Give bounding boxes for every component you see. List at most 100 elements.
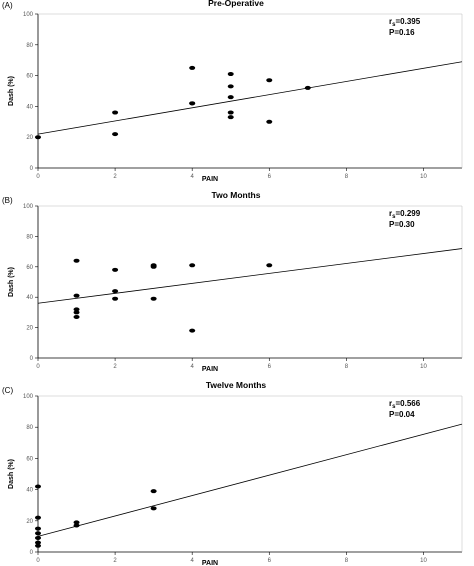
x-tick-label: 4 (191, 364, 195, 370)
data-point (189, 65, 196, 70)
y-tick-label: 0 (30, 356, 34, 362)
x-axis-label: PAIN (202, 176, 218, 183)
chart-title: Pre-Operative (208, 0, 264, 8)
x-tick-label: 10 (420, 174, 427, 180)
data-point (73, 258, 80, 263)
stat-r-prefix: r (389, 17, 392, 26)
stat-r-value: =0.395 (395, 17, 420, 26)
stat-r-value: =0.566 (395, 399, 420, 408)
data-point (73, 307, 80, 312)
data-point (227, 84, 234, 89)
y-tick-label: 100 (23, 204, 34, 210)
chart-panel-2: 0 20 40 60 80 100 0 2 4 6 8 10 Dash (%) PAIN (B) Two Mo… (2, 190, 463, 373)
data-point (227, 72, 234, 77)
data-point (112, 132, 119, 137)
data-point (150, 489, 157, 494)
x-tick-label: 4 (191, 558, 195, 564)
y-tick-label: 60 (26, 265, 33, 271)
data-point (150, 506, 157, 511)
y-tick-label: 20 (26, 519, 33, 525)
y-tick-label: 100 (23, 394, 34, 400)
y-tick-label: 80 (26, 234, 33, 240)
data-point (73, 523, 80, 528)
data-point (189, 101, 196, 106)
data-point (189, 328, 196, 333)
chart-title: Two Months (212, 190, 261, 200)
stat-r-value: =0.299 (395, 209, 420, 218)
y-axis-label: Dash (%) (8, 459, 15, 489)
x-tick-label: 6 (268, 174, 272, 180)
y-tick-label: 40 (26, 104, 33, 110)
stat-rs: rs=0.299 (389, 209, 421, 220)
y-tick-label: 40 (26, 488, 33, 494)
stat-r-subscript: s (392, 404, 396, 410)
stat-rs: rs=0.395 (389, 17, 421, 28)
x-tick-label: 6 (268, 364, 272, 370)
x-tick-label: 8 (345, 558, 349, 564)
data-point (227, 115, 234, 120)
x-tick-label: 2 (113, 558, 117, 564)
data-point (266, 263, 273, 268)
x-axis-label: PAIN (202, 560, 218, 566)
stat-r-subscript: s (392, 22, 396, 28)
stat-p: P=0.04 (389, 410, 415, 419)
x-tick-label: 0 (36, 558, 40, 564)
x-tick-label: 8 (345, 364, 349, 370)
data-point (73, 314, 80, 319)
data-point (35, 135, 41, 140)
fit-line (37, 61, 463, 135)
x-tick-label: 6 (268, 558, 272, 564)
x-tick-label: 2 (113, 364, 117, 370)
y-tick-label: 100 (23, 12, 34, 18)
y-tick-label: 60 (26, 74, 33, 80)
panel-label: (C) (2, 386, 13, 395)
data-point (35, 540, 41, 545)
y-axis-label: Dash (%) (8, 267, 15, 297)
stat-r-subscript: s (392, 214, 396, 220)
y-axis-label: Dash (%) (8, 76, 15, 106)
chart-panel-1: 0 20 40 60 80 100 0 2 4 6 8 10 Dash (%) PAIN (A) Pre-Op… (2, 0, 463, 183)
data-point (35, 526, 41, 531)
y-tick-label: 20 (26, 326, 33, 332)
x-tick-label: 2 (113, 174, 117, 180)
x-axis-label: PAIN (202, 366, 218, 373)
data-point (73, 310, 80, 315)
y-tick-label: 80 (26, 425, 33, 431)
x-tick-label: 4 (191, 174, 195, 180)
data-point (227, 110, 234, 115)
data-point (73, 293, 80, 298)
chart-panel-3: 0 20 40 60 80 100 0 2 4 6 8 10 Dash (%) PAIN (C) Twelve… (2, 380, 463, 566)
x-tick-label: 8 (345, 174, 349, 180)
data-point (150, 264, 157, 269)
x-tick-label: 10 (420, 558, 427, 564)
panel-label: (A) (2, 1, 13, 10)
data-point (35, 531, 41, 536)
x-tick-label: 0 (36, 364, 40, 370)
stat-p: P=0.30 (389, 220, 415, 229)
y-tick-label: 20 (26, 135, 33, 141)
data-point (112, 110, 119, 115)
data-point (112, 289, 119, 294)
data-point (189, 263, 196, 268)
data-point (150, 296, 157, 301)
y-tick-label: 0 (30, 550, 34, 556)
y-tick-label: 40 (26, 295, 33, 301)
y-tick-label: 0 (30, 166, 34, 172)
data-point (35, 543, 41, 548)
data-point (35, 515, 41, 520)
data-point (35, 484, 41, 489)
stat-rs: rs=0.566 (389, 399, 421, 410)
x-tick-label: 10 (420, 364, 427, 370)
fit-line (37, 423, 463, 537)
stat-p: P=0.16 (389, 28, 415, 37)
fit-line (37, 248, 463, 304)
stat-r-prefix: r (389, 209, 392, 218)
stat-r-prefix: r (389, 399, 392, 408)
data-point (73, 520, 80, 525)
data-point (35, 535, 41, 540)
data-point (112, 267, 119, 272)
chart-title: Twelve Months (206, 380, 267, 390)
data-point (266, 78, 273, 83)
x-tick-label: 0 (36, 174, 40, 180)
